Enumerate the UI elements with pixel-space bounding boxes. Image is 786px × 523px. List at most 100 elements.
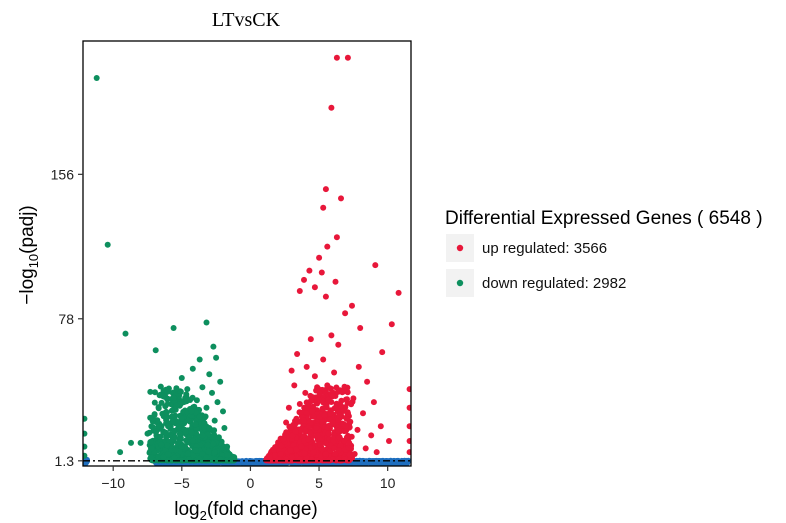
up-point	[343, 427, 350, 434]
down-point	[148, 454, 155, 461]
down-point	[190, 452, 197, 459]
down-point	[83, 452, 88, 459]
down-point	[210, 433, 217, 440]
legend-label-up: up regulated: 3566	[482, 240, 607, 257]
legend-key-up	[456, 244, 464, 252]
up-point	[316, 413, 323, 420]
down-point	[211, 449, 218, 456]
down-point	[163, 417, 170, 423]
down-point	[196, 455, 203, 462]
down-point	[215, 434, 222, 441]
down-point	[221, 425, 228, 431]
up-point	[335, 427, 342, 434]
x-tick-label: −10	[101, 475, 125, 491]
up-point	[338, 397, 345, 404]
down-point	[178, 415, 185, 422]
up-point	[327, 410, 334, 417]
down-point	[188, 429, 195, 436]
x-tick-label: −5	[174, 475, 190, 491]
up-point	[354, 426, 361, 433]
down-point	[206, 425, 213, 431]
up-point	[355, 363, 362, 370]
down-point	[137, 439, 144, 446]
y-axis-label-sub: 10	[26, 254, 41, 268]
legend-key-down	[456, 279, 464, 287]
up-point	[328, 332, 335, 339]
down-point	[148, 445, 155, 452]
down-point	[122, 330, 129, 337]
up-point	[322, 293, 329, 300]
down-point	[155, 454, 162, 461]
down-point	[147, 388, 154, 395]
down-point	[209, 389, 215, 396]
up-point	[287, 424, 294, 431]
x-axis-label: log2(fold change)	[174, 499, 318, 523]
down-point	[224, 452, 231, 459]
down-point	[203, 404, 210, 411]
up-point	[388, 321, 395, 328]
up-point	[336, 412, 343, 419]
down-point	[210, 440, 217, 447]
up-point	[350, 395, 357, 402]
up-point	[301, 450, 308, 457]
down-point	[151, 399, 158, 406]
down-point	[188, 408, 195, 415]
up-point	[288, 367, 295, 374]
down-point	[188, 412, 195, 419]
up-point	[266, 454, 273, 461]
data-points	[83, 54, 411, 466]
up-point	[301, 417, 307, 424]
up-point	[368, 432, 375, 439]
up-point	[313, 425, 320, 431]
y-tick-label: 78	[58, 311, 74, 327]
up-point	[344, 54, 351, 61]
up-point	[406, 386, 411, 393]
up-point	[317, 436, 324, 443]
up-point	[342, 310, 349, 317]
up-point	[341, 456, 348, 463]
x-tick-label: 10	[380, 475, 396, 491]
up-point	[324, 382, 331, 389]
up-point	[333, 54, 340, 61]
up-point	[406, 438, 411, 444]
up-point	[325, 430, 332, 437]
down-point	[214, 399, 221, 406]
down-point	[193, 425, 200, 432]
down-point	[152, 347, 159, 354]
down-point	[83, 430, 88, 437]
up-point	[280, 436, 287, 443]
down-point	[196, 413, 203, 420]
down-point	[193, 397, 200, 404]
up-point	[296, 288, 303, 294]
down-point	[211, 427, 218, 434]
axis-ticks: −10 −5 0 5 10 1.3 78 156	[51, 166, 396, 491]
down-point	[192, 447, 199, 454]
up-point	[336, 434, 343, 441]
down-point	[178, 457, 185, 464]
down-point	[182, 428, 189, 435]
up-point	[335, 447, 342, 454]
down-point	[224, 443, 231, 450]
down-point	[199, 432, 206, 439]
down-point	[187, 397, 194, 403]
down-point	[201, 425, 208, 432]
down-point	[151, 412, 158, 419]
up-point	[324, 243, 331, 250]
down-point	[164, 400, 171, 407]
up-point	[372, 262, 379, 269]
down-point	[165, 423, 172, 430]
up-point	[283, 429, 290, 436]
legend: Differential Expressed Genes ( 6548 ) up …	[445, 208, 763, 297]
down-point	[163, 409, 170, 416]
chart-title: LTvsCK	[212, 9, 281, 31]
up-point	[277, 451, 284, 457]
up-point	[325, 396, 332, 403]
down-point	[206, 371, 213, 378]
up-point	[302, 427, 309, 434]
up-point	[296, 401, 303, 407]
down-point	[173, 385, 180, 392]
up-point	[311, 284, 318, 291]
up-point	[386, 438, 392, 444]
down-point	[173, 402, 180, 409]
